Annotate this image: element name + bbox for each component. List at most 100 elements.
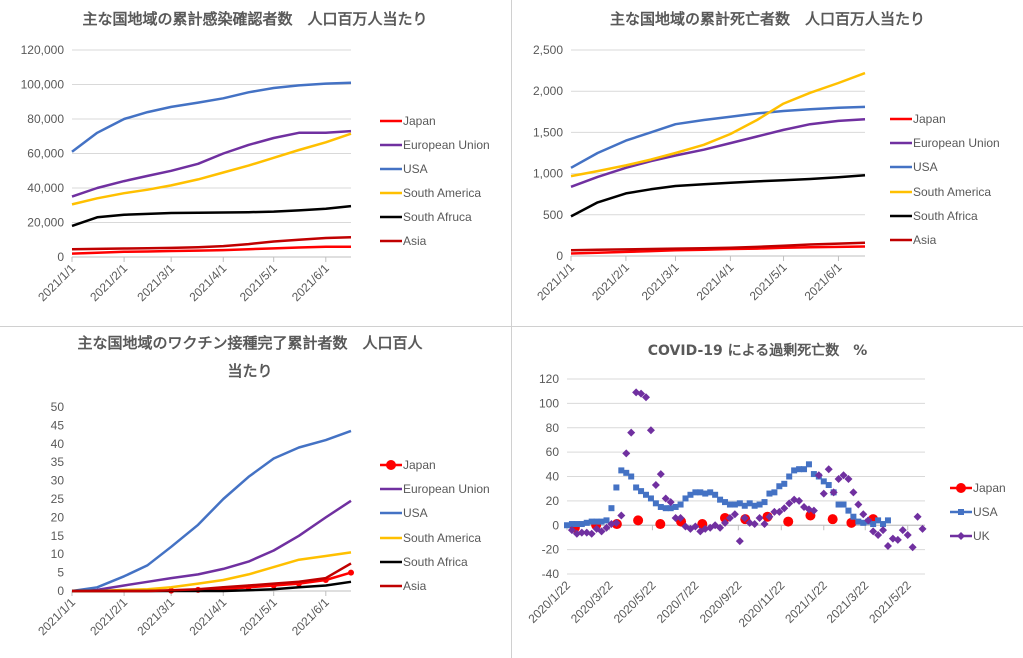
- series-line-usa: [71, 81, 352, 153]
- data-point: [880, 521, 887, 528]
- data-point: [568, 521, 575, 528]
- x-tick-label: 2021/3/22: [824, 578, 872, 626]
- data-point: [651, 481, 660, 490]
- series-line-usa: [71, 429, 352, 593]
- x-tick-label: 2021/3/1: [639, 260, 682, 303]
- data-point: [785, 499, 794, 508]
- data-point: [908, 543, 917, 552]
- y-tick-label: 2,500: [533, 43, 563, 57]
- data-point: [717, 496, 724, 503]
- data-point: [613, 484, 620, 491]
- y-tick-label: 45: [51, 418, 65, 432]
- data-point: [791, 467, 798, 474]
- data-point: [755, 513, 764, 522]
- y-tick-label: 0: [552, 518, 559, 532]
- data-point: [638, 488, 645, 495]
- data-point: [875, 517, 882, 524]
- data-point: [716, 523, 725, 532]
- series-line-asia: [570, 241, 866, 252]
- y-tick-label: 1,000: [533, 167, 563, 181]
- data-point: [751, 502, 758, 509]
- data-point: [840, 501, 847, 508]
- series-line-asia: [71, 235, 352, 251]
- series-line-european-union: [71, 129, 352, 198]
- data-point: [869, 527, 878, 536]
- x-tick-label: 2021/5/1: [237, 261, 280, 304]
- y-tick-label: 60,000: [27, 147, 64, 161]
- x-tick-label: 2021/5/1: [747, 260, 790, 303]
- data-point: [643, 491, 650, 498]
- x-tick-label: 2021/6/1: [289, 595, 332, 638]
- data-point: [564, 522, 570, 529]
- data-point: [761, 499, 768, 506]
- data-point: [775, 507, 784, 516]
- data-point: [898, 526, 907, 535]
- data-point: [722, 499, 729, 506]
- x-tick-label: 2021/6/1: [802, 260, 845, 303]
- data-point: [697, 489, 704, 496]
- y-tick-label: 20: [546, 494, 560, 508]
- x-tick-label: 2021/4/1: [186, 595, 229, 638]
- x-tick-label: 2021/1/1: [35, 595, 78, 638]
- data-point: [712, 491, 719, 498]
- chart-cumulative-deaths: 主な国地域の累計死亡者数 人口百万人当たり 0 500 1,000 1,500 2,00…: [512, 0, 1023, 325]
- data-point: [805, 461, 812, 468]
- data-point: [780, 504, 789, 513]
- data-point: [809, 506, 818, 515]
- data-point: [720, 512, 731, 523]
- x-tick-label: 2021/1/22: [782, 578, 830, 626]
- legend-label: Japan: [403, 458, 436, 472]
- data-point: [859, 510, 868, 519]
- data-point: [622, 449, 631, 458]
- legend-label: Japan: [403, 114, 436, 128]
- data-point: [672, 503, 679, 510]
- data-point: [646, 426, 655, 435]
- legend-label: South Africa: [403, 555, 468, 569]
- data-point: [781, 480, 788, 487]
- legend-label: USA: [913, 160, 938, 174]
- x-tick-label: 2020/3/22: [568, 578, 616, 626]
- data-point: [770, 507, 779, 516]
- y-tick-label: 40: [51, 437, 65, 451]
- data-point: [760, 520, 769, 529]
- data-point: [839, 471, 848, 480]
- data-point: [725, 513, 734, 522]
- data-point: [567, 526, 576, 535]
- data-point: [642, 393, 651, 402]
- data-point: [771, 489, 778, 496]
- y-tick-label: 15: [51, 529, 65, 543]
- data-point: [893, 535, 902, 544]
- legend-label: European Union: [913, 136, 1000, 150]
- y-tick-label: 0: [57, 250, 64, 264]
- data-point: [656, 470, 665, 479]
- data-point: [655, 519, 666, 530]
- x-tick-label: 2021/4/1: [186, 261, 229, 304]
- data-point: [682, 495, 689, 502]
- data-point: [874, 531, 883, 539]
- data-point: [786, 473, 793, 480]
- x-tick-label: 2021/5/22: [866, 578, 914, 626]
- data-point: [612, 518, 621, 527]
- legend-label: Japan: [973, 481, 1006, 495]
- data-point: [903, 531, 912, 539]
- data-point: [829, 488, 838, 497]
- data-point: [736, 500, 743, 507]
- data-point: [870, 521, 877, 528]
- y-tick-label: 120,000: [21, 43, 65, 57]
- y-tick-label: 2,000: [533, 84, 563, 98]
- data-point: [628, 473, 635, 480]
- y-tick-label: -20: [542, 543, 560, 557]
- chart-title: 主な国地域の累計感染確認者数 人口百万人当たり: [82, 10, 428, 28]
- data-point: [687, 491, 694, 498]
- data-point: [796, 466, 803, 473]
- x-tick-label: 2021/1/1: [534, 260, 577, 303]
- y-tick-label: -40: [542, 567, 560, 581]
- data-point: [846, 517, 857, 528]
- data-point: [879, 526, 888, 535]
- data-point: [810, 471, 817, 478]
- x-tick-label: 2021/5/1: [237, 595, 280, 638]
- data-point: [706, 523, 715, 532]
- data-point: [671, 513, 680, 522]
- legend-label: USA: [403, 506, 428, 520]
